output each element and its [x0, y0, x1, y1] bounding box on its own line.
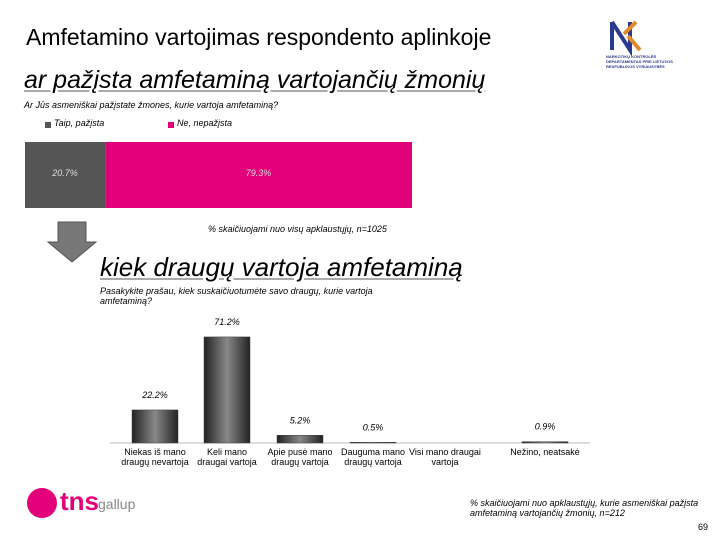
page-number: 69 — [698, 522, 709, 532]
bar-segment — [105, 142, 412, 208]
bar — [521, 441, 569, 444]
x-tick-label: Apie pusė mano draugų vartoja — [267, 447, 333, 467]
x-tick-label: Visi mano draugai vartoja — [409, 447, 481, 467]
chart-subtitle: Pasakykite prašau, kiek suskaičiuotumėte… — [100, 286, 373, 306]
brand: tns — [60, 486, 99, 516]
value-label: 79.3% — [246, 168, 272, 178]
chart-note: % skaičiuojami nuo visų apklaustųjų, n=1… — [208, 224, 387, 234]
value-label: 0.5% — [363, 422, 384, 432]
x-tick-label: Nežino, neatsakė — [510, 447, 580, 457]
chart-note: % skaičiuojami nuo apklaustųjų, kurie as… — [470, 498, 699, 518]
arrow — [46, 221, 98, 263]
value-label: 20.7% — [51, 168, 78, 178]
chart-subtitle: Ar Jūs asmeniškai pažįstate žmones, kuri… — [24, 100, 279, 110]
bar — [349, 442, 397, 444]
legend-swatch — [45, 122, 51, 128]
legend-swatch — [168, 122, 174, 128]
brand-sub: gallup — [98, 496, 136, 512]
value-label: 5.2% — [290, 415, 311, 425]
logo-text: NARKOTIKŲ KONTROLĖS DEPARTAMENTAS PRIE L… — [606, 54, 673, 69]
legend-label: Taip, pažįsta — [54, 118, 105, 128]
slide-title: Amfetamino vartojimas respondento aplink… — [26, 24, 492, 50]
value-label: 22.2% — [141, 390, 168, 400]
logo-mark — [610, 20, 642, 57]
legend-label: Ne, nepažįsta — [177, 118, 233, 128]
bar — [203, 336, 251, 444]
value-label: 0.9% — [535, 422, 556, 432]
bar — [276, 435, 324, 444]
x-tick-label: Keli mano draugai vartoja — [197, 447, 257, 467]
x-tick-label: Dauguma mano draugų vartoja — [340, 447, 406, 467]
chart-title: kiek draugų vartoja amfetaminą — [100, 252, 463, 282]
bar — [131, 409, 179, 444]
chart-title: ar pažįsta amfetaminą vartojančių žmonių — [24, 66, 486, 94]
brand-logo — [27, 488, 57, 518]
x-tick-label: Niekas iš mano draugų nevartoja — [121, 447, 189, 467]
bar-segment — [25, 142, 106, 208]
value-label: 71.2% — [214, 317, 240, 327]
